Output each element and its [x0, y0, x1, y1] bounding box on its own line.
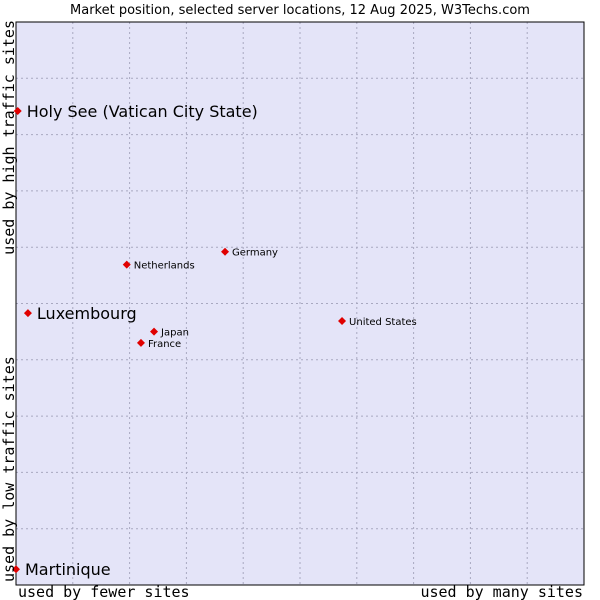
- point-label-luxembourg: Luxembourg: [37, 304, 137, 323]
- marker-netherlands: [122, 260, 131, 269]
- point-label-japan: Japan: [160, 328, 189, 339]
- data-point-germany: Germany: [221, 247, 278, 259]
- marker-united-states: [338, 316, 347, 325]
- chart-title: Market position, selected server locatio…: [70, 3, 530, 18]
- data-point-netherlands: Netherlands: [122, 260, 195, 272]
- point-label-france: France: [148, 339, 181, 350]
- point-label-martinique: Martinique: [25, 560, 111, 579]
- y-axis-top-label: used by high traffic sites: [0, 20, 18, 255]
- data-point-holy-see-vatican-city-state: Holy See (Vatican City State): [13, 102, 258, 121]
- point-label-holy-see-vatican-city-state: Holy See (Vatican City State): [27, 102, 258, 121]
- plot-border: [15, 21, 585, 586]
- point-label-united-states: United States: [349, 317, 417, 328]
- point-label-netherlands: Netherlands: [134, 261, 195, 272]
- data-point-united-states: United States: [338, 316, 417, 328]
- y-axis-bottom-label: used by low traffic sites: [0, 356, 18, 582]
- marker-germany: [221, 247, 230, 256]
- marker-holy-see-vatican-city-state: [13, 106, 22, 115]
- marker-martinique: [12, 565, 20, 574]
- data-points: Holy See (Vatican City State) Germany Neth…: [12, 102, 417, 579]
- point-label-germany: Germany: [232, 248, 278, 259]
- data-point-france: France: [136, 338, 181, 350]
- data-point-japan: Japan: [150, 327, 189, 339]
- data-point-martinique: Martinique: [12, 560, 111, 579]
- marker-japan: [150, 327, 159, 336]
- x-axis-left-label: used by fewer sites: [18, 583, 190, 600]
- marker-france: [136, 338, 145, 347]
- x-axis-right-label: used by many sites: [420, 583, 583, 600]
- grid: [16, 22, 584, 585]
- data-point-luxembourg: Luxembourg: [23, 304, 137, 323]
- marker-luxembourg: [23, 309, 32, 318]
